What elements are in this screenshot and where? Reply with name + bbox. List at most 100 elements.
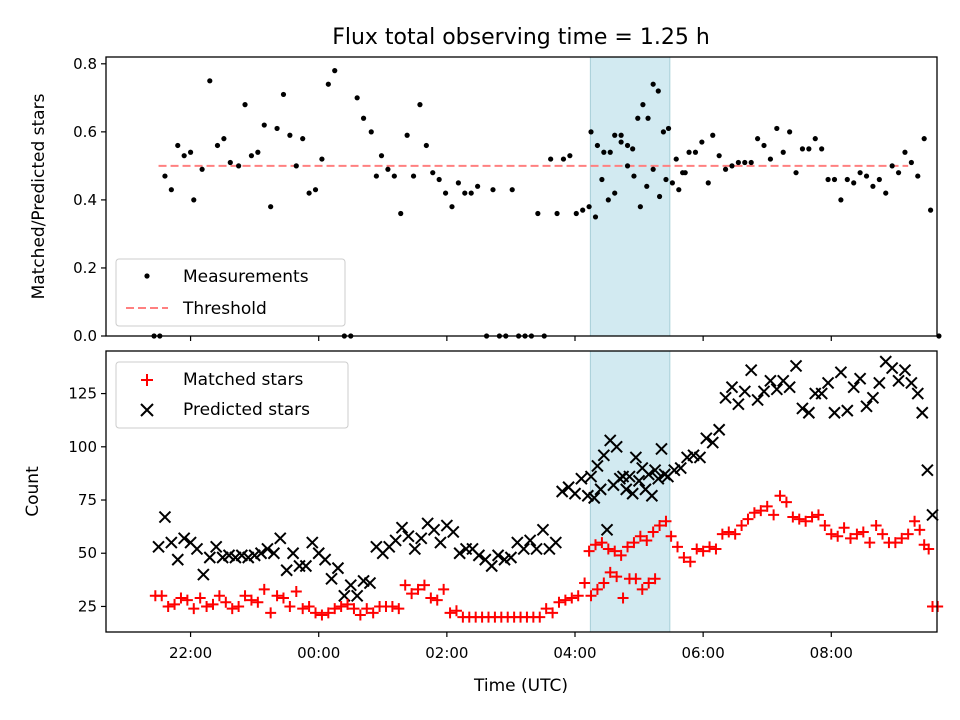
predicted-stars-points (152, 355, 939, 603)
measurement-point (895, 170, 902, 176)
predicted-star-point (732, 398, 745, 411)
predicted-star-point (536, 523, 550, 537)
predicted-star-point (645, 489, 659, 502)
measurement-point (680, 170, 686, 176)
predicted-star-point (757, 385, 771, 398)
top-x-tick-marks (189, 336, 832, 341)
measurement-point (509, 187, 515, 193)
measurement-point (214, 142, 221, 149)
matched-star-point (838, 522, 850, 534)
matched-star-point (534, 611, 546, 623)
predicted-star-point (584, 470, 598, 483)
legend-threshold-label: Threshold (182, 299, 267, 319)
bottom-y-ticks: 25 50 75 100 125 (68, 385, 106, 615)
measurement-point (175, 142, 181, 149)
matched-star-point (245, 594, 257, 606)
predicted-star-point (700, 432, 713, 445)
y-tick-label: 50 (78, 544, 97, 562)
matched-star-point (710, 543, 722, 555)
predicted-star-point (821, 376, 835, 390)
measurement-point (221, 136, 227, 142)
measurement-point (676, 187, 682, 193)
matched-star-point (252, 596, 264, 608)
measurement-point (650, 166, 656, 172)
measurement-point (889, 163, 895, 169)
predicted-star-point (866, 391, 880, 405)
matched-star-point (825, 528, 837, 540)
predicted-star-point (274, 532, 287, 545)
predicted-star-point (331, 561, 345, 575)
measurement-point (490, 187, 496, 193)
measurement-point (586, 204, 592, 210)
matched-star-point (438, 583, 450, 595)
predicted-star-point (197, 568, 210, 581)
matched-star-point (604, 566, 616, 578)
measurement-point (735, 159, 741, 166)
matched-star-point (290, 586, 302, 598)
matched-star-point (361, 603, 373, 615)
measurement-point (398, 210, 404, 217)
matched-star-point (691, 543, 703, 555)
measurement-point (181, 153, 187, 159)
bottom-legend: Matched stars Predicted stars (115, 361, 349, 429)
measurement-point (592, 214, 599, 220)
measurement-point (787, 129, 793, 135)
predicted-star-point (873, 376, 886, 390)
predicted-star-point (632, 474, 646, 488)
matched-star-point (780, 496, 792, 508)
predicted-star-point (318, 553, 332, 566)
predicted-star-point (280, 564, 293, 577)
measurement-point (631, 173, 637, 179)
matched-stars-points (149, 490, 944, 623)
predicted-star-point (597, 449, 611, 462)
matched-star-point (857, 526, 869, 538)
matched-star-point (877, 528, 889, 540)
matched-star-point (684, 556, 696, 568)
measurement-point (430, 170, 436, 176)
measurement-point (449, 204, 455, 210)
measurement-point (423, 142, 429, 149)
measurement-point (391, 173, 397, 179)
matched-star-point (634, 530, 646, 542)
predicted-star-point (549, 536, 562, 549)
matched-star-point (181, 594, 193, 606)
measurement-point (354, 95, 360, 101)
predicted-star-point (190, 542, 204, 556)
x-tick-label: 04:00 (553, 644, 596, 662)
measurement-point (554, 210, 560, 217)
matched-star-point (602, 543, 614, 555)
matched-star-point (590, 539, 602, 551)
measurement-point (601, 149, 607, 155)
matched-star-point (923, 543, 935, 555)
measurement-point (255, 149, 261, 155)
matched-star-point (622, 541, 634, 553)
y-tick-label: 125 (68, 385, 97, 403)
measurement-point (630, 146, 636, 152)
predicted-star-point (575, 472, 588, 485)
matched-star-point (909, 515, 921, 527)
x-axis-label: Time (UTC) (473, 676, 568, 696)
predicted-star-point (789, 359, 803, 373)
matched-star-point (729, 528, 741, 540)
legend-measurements-label: Measurements (183, 267, 309, 287)
matched-star-point (665, 530, 677, 542)
predicted-star-point (344, 578, 357, 592)
predicted-star-point (841, 404, 854, 417)
measurement-point (162, 173, 168, 179)
predicted-star-point (652, 472, 665, 485)
measurement-point (927, 207, 934, 213)
predicted-star-point (504, 551, 518, 564)
measurement-point (242, 102, 248, 108)
measurement-point (710, 132, 716, 138)
predicted-star-point (485, 559, 498, 573)
matched-star-point (832, 530, 844, 542)
measurement-point (665, 125, 672, 132)
measurement-point (462, 190, 468, 196)
measurement-point (863, 173, 870, 179)
matched-star-point (647, 526, 659, 538)
predicted-star-point (254, 547, 268, 560)
matched-star-point (271, 590, 283, 602)
predicted-star-point (892, 374, 905, 388)
measurement-point (560, 156, 567, 162)
measurement-point (755, 136, 761, 142)
